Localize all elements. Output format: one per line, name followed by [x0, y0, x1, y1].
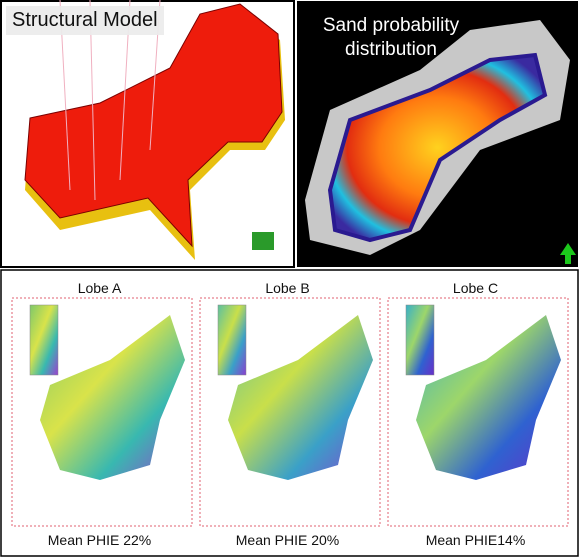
- north-arrow: [560, 243, 576, 264]
- panel-title: Structural Model: [6, 6, 164, 35]
- lobe-caption: Mean PHIE14%: [425, 532, 526, 548]
- structure-top: [24, 3, 283, 248]
- panel-title: Sand probability distribution: [322, 15, 460, 60]
- orientation-cube: [252, 232, 274, 250]
- probability-map: [327, 52, 548, 243]
- lobe-title: Lobe B: [265, 280, 310, 296]
- lobe-title: Lobe C: [452, 280, 499, 296]
- lobe-maps: [11, 297, 569, 527]
- lobe-title: Lobe A: [77, 280, 122, 296]
- lobe-caption: Mean PHIE 20%: [235, 532, 340, 548]
- lobe-caption: Mean PHIE 22%: [47, 532, 152, 548]
